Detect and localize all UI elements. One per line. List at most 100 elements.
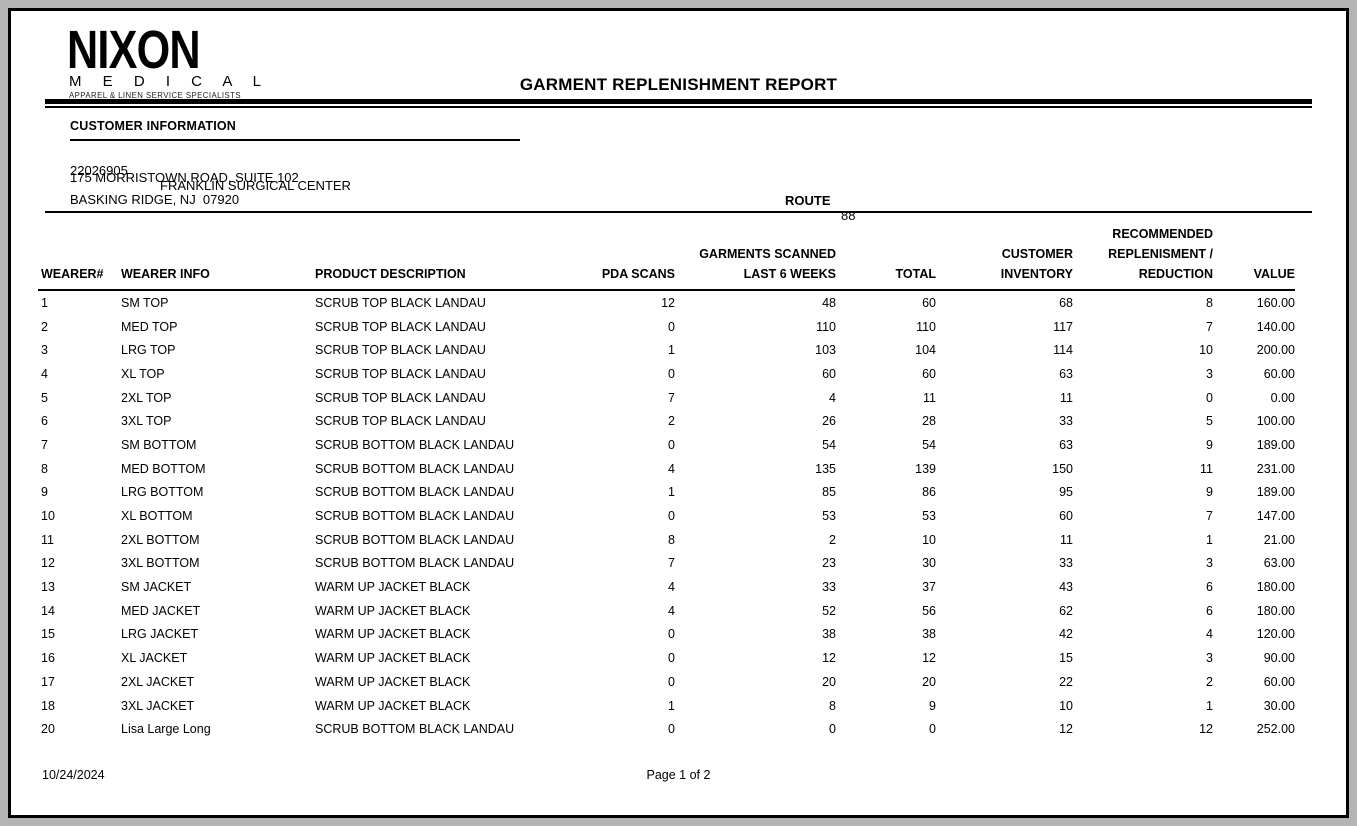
cell-wearer-info: 3XL BOTTOM: [121, 556, 200, 571]
cell-wearer-info: XL BOTTOM: [121, 509, 193, 524]
cell-product-description: SCRUB TOP BLACK LANDAU: [315, 295, 486, 310]
report-date: 10/24/2024: [42, 768, 105, 782]
cell-wearer-info: LRG JACKET: [121, 627, 199, 642]
table-row: 5 2XL TOP SCRUB TOP BLACK LANDAU 7 4 11 11 0 0.0…: [38, 386, 1295, 410]
cell-total: 110: [916, 319, 936, 334]
cell-garments-scanned-last-6-weeks: 2: [829, 532, 836, 547]
cell-recommended-replenishment-reduction: 3: [1206, 366, 1213, 381]
cell-wearer-info: SM TOP: [121, 295, 169, 310]
cell-product-description: SCRUB TOP BLACK LANDAU: [315, 414, 486, 429]
cell-wearer-info: 3XL JACKET: [121, 698, 195, 713]
cell-customer-inventory: 12: [1059, 722, 1073, 737]
cell-pda-scans: 0: [668, 319, 675, 334]
cell-product-description: SCRUB BOTTOM BLACK LANDAU: [315, 532, 515, 547]
cell-total: 9: [929, 698, 936, 713]
customer-divider: [45, 211, 1312, 213]
cell-pda-scans: 8: [668, 532, 675, 547]
cell-wearer-info: LRG TOP: [121, 343, 176, 358]
table-row: 15 LRG JACKET WARM UP JACKET BLACK 0 38 38 42 4…: [38, 623, 1295, 647]
cell-total: 30: [922, 556, 936, 571]
cell-garments-scanned-last-6-weeks: 26: [822, 414, 836, 429]
cell-recommended-replenishment-reduction: 10: [1199, 343, 1213, 358]
cell-total: 60: [922, 366, 936, 381]
cell-garments-scanned-last-6-weeks: 135: [815, 461, 836, 476]
cell-wearer-number: 10: [41, 509, 55, 524]
cell-product-description: WARM UP JACKET BLACK: [315, 674, 471, 689]
cell-customer-inventory: 42: [1059, 627, 1073, 642]
cell-product-description: SCRUB BOTTOM BLACK LANDAU: [315, 437, 515, 452]
cell-value: 120.00: [1256, 627, 1295, 642]
table-row: 17 2XL JACKET WARM UP JACKET BLACK 0 20 20 22 2…: [38, 670, 1295, 694]
customer-section-title: CUSTOMER INFORMATION: [70, 119, 520, 141]
cell-product-description: SCRUB TOP BLACK LANDAU: [315, 366, 486, 381]
cell-wearer-info: XL TOP: [121, 366, 165, 381]
cell-recommended-replenishment-reduction: 5: [1206, 414, 1213, 429]
cell-garments-scanned-last-6-weeks: 12: [822, 651, 836, 666]
cell-wearer-info: XL JACKET: [121, 651, 188, 666]
cell-customer-inventory: 150: [1052, 461, 1073, 476]
cell-recommended-replenishment-reduction: 3: [1206, 556, 1213, 571]
column-header-wearer-info: WEARER INFO: [121, 267, 210, 281]
cell-wearer-info: MED BOTTOM: [121, 461, 206, 476]
cell-wearer-info: Lisa Large Long: [121, 722, 211, 737]
cell-product-description: WARM UP JACKET BLACK: [315, 627, 471, 642]
cell-value: 140.00: [1256, 319, 1295, 334]
cell-pda-scans: 0: [668, 509, 675, 524]
cell-wearer-number: 1: [41, 295, 48, 310]
table-row: 11 2XL BOTTOM SCRUB BOTTOM BLACK LANDAU 8 2 1…: [38, 528, 1295, 552]
customer-address-line2: BASKING RIDGE, NJ 07920: [70, 192, 240, 207]
garment-replenishment-table: WEARER# WEARER INFO PRODUCT DESCRIPTION PDA…: [38, 224, 1295, 741]
report-page: NIXON M E D I C A L APPAREL & LINEN SERV…: [8, 8, 1349, 818]
cell-wearer-info: SM BOTTOM: [121, 437, 197, 452]
cell-product-description: WARM UP JACKET BLACK: [315, 603, 471, 618]
cell-product-description: WARM UP JACKET BLACK: [315, 580, 471, 595]
customer-name: FRANKLIN SURGICAL CENTER: [160, 178, 351, 193]
cell-product-description: SCRUB TOP BLACK LANDAU: [315, 319, 486, 334]
table-row: 13 SM JACKET WARM UP JACKET BLACK 4 33 37 43 6 1…: [38, 575, 1295, 599]
column-header-customer-inventory: CUSTOMER INVENTORY: [1000, 247, 1073, 281]
logo-tagline: APPAREL & LINEN SERVICE SPECIALISTS: [69, 91, 242, 100]
cell-customer-inventory: 114: [1053, 343, 1073, 358]
cell-pda-scans: 1: [668, 698, 675, 713]
cell-garments-scanned-last-6-weeks: 54: [822, 437, 836, 452]
cell-total: 28: [922, 414, 936, 429]
cell-customer-inventory: 11: [1060, 532, 1073, 547]
cell-value: 180.00: [1256, 603, 1295, 618]
cell-garments-scanned-last-6-weeks: 33: [822, 580, 836, 595]
cell-garments-scanned-last-6-weeks: 0: [829, 722, 836, 737]
cell-garments-scanned-last-6-weeks: 20: [822, 674, 836, 689]
table-row: 6 3XL TOP SCRUB TOP BLACK LANDAU 2 26 28 33 5 10…: [38, 409, 1295, 433]
cell-value: 60.00: [1263, 366, 1295, 381]
cell-wearer-number: 15: [41, 627, 55, 642]
table-row: 8 MED BOTTOM SCRUB BOTTOM BLACK LANDAU 4 135…: [38, 457, 1295, 481]
cell-total: 54: [922, 437, 936, 452]
column-header-wearer-number: WEARER#: [41, 267, 104, 281]
cell-garments-scanned-last-6-weeks: 48: [822, 295, 836, 310]
cell-total: 37: [922, 580, 936, 595]
table-row: 1 SM TOP SCRUB TOP BLACK LANDAU 12 48 60 68 8 16…: [38, 290, 1295, 315]
cell-pda-scans: 2: [668, 414, 675, 429]
cell-value: 180.00: [1256, 580, 1295, 595]
cell-garments-scanned-last-6-weeks: 85: [822, 485, 836, 500]
cell-garments-scanned-last-6-weeks: 110: [816, 319, 836, 334]
customer-address-line1: 175 MORRISTOWN ROAD, SUITE 102: [70, 170, 299, 185]
cell-value: 189.00: [1256, 437, 1295, 452]
cell-total: 60: [922, 295, 936, 310]
cell-recommended-replenishment-reduction: 1: [1206, 532, 1213, 547]
cell-garments-scanned-last-6-weeks: 53: [822, 509, 836, 524]
cell-total: 0: [929, 722, 936, 737]
cell-wearer-number: 13: [41, 580, 55, 595]
cell-recommended-replenishment-reduction: 4: [1206, 627, 1213, 642]
cell-customer-inventory: 10: [1059, 698, 1073, 713]
table-row: 12 3XL BOTTOM SCRUB BOTTOM BLACK LANDAU 7 23…: [38, 552, 1295, 576]
cell-recommended-replenishment-reduction: 7: [1206, 319, 1213, 334]
cell-value: 90.00: [1263, 651, 1295, 666]
cell-product-description: WARM UP JACKET BLACK: [315, 651, 471, 666]
cell-product-description: SCRUB BOTTOM BLACK LANDAU: [315, 485, 515, 500]
column-header-product-description: PRODUCT DESCRIPTION: [315, 267, 466, 281]
cell-wearer-info: 2XL JACKET: [121, 674, 195, 689]
cell-product-description: WARM UP JACKET BLACK: [315, 698, 471, 713]
table-row: 4 XL TOP SCRUB TOP BLACK LANDAU 0 60 60 63 3 60.…: [38, 362, 1295, 386]
column-header-value: VALUE: [1253, 267, 1295, 281]
cell-total: 139: [915, 461, 936, 476]
